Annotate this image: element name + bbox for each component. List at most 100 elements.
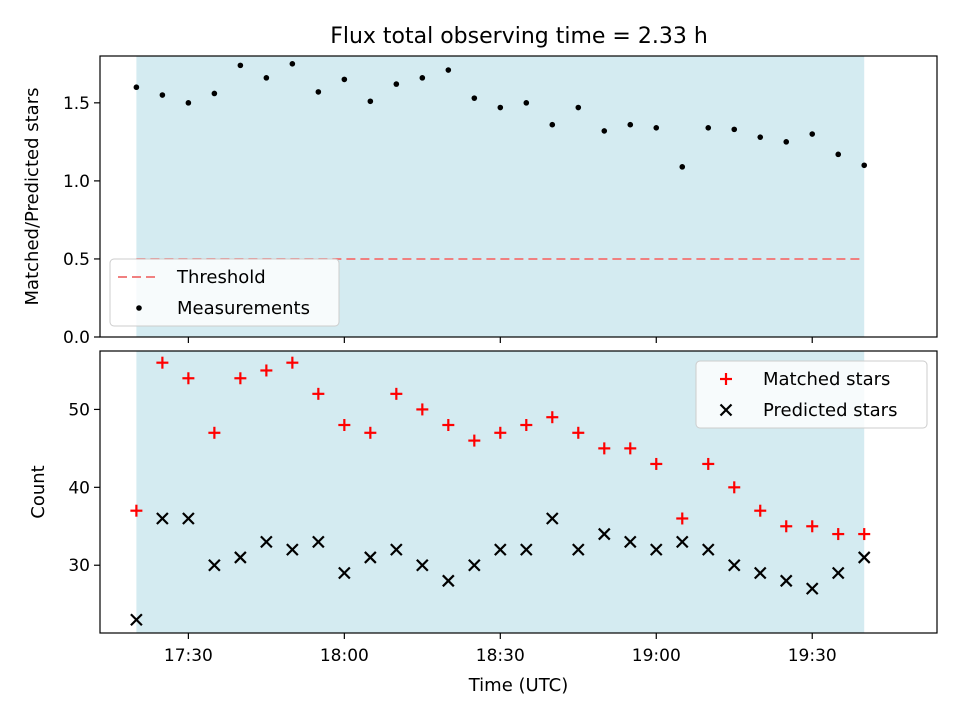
predicted-star-point bbox=[572, 543, 585, 556]
x-tick-label: 18:30 bbox=[476, 646, 525, 666]
predicted-star-point bbox=[208, 558, 221, 572]
predicted-star-point bbox=[805, 582, 819, 595]
measurement-point bbox=[575, 104, 582, 111]
x-tick-label: 19:00 bbox=[632, 646, 681, 666]
measurement-point bbox=[367, 98, 374, 105]
y-tick-label: 50 bbox=[68, 400, 90, 420]
y-tick-label: 0.5 bbox=[63, 250, 90, 270]
legend-measurements-swatch bbox=[136, 305, 142, 311]
matched-star-point bbox=[364, 426, 377, 439]
matched-star-point bbox=[780, 520, 793, 533]
predicted-star-point bbox=[442, 574, 455, 588]
predicted-star-point bbox=[727, 558, 741, 572]
y-tick-label: 0.0 bbox=[63, 328, 90, 348]
predicted-star-point bbox=[623, 535, 637, 549]
matched-star-point bbox=[650, 457, 663, 470]
legend-predicted-label: Predicted stars bbox=[763, 400, 897, 421]
predicted-star-point bbox=[286, 543, 299, 556]
legend-threshold-label: Threshold bbox=[176, 267, 266, 288]
predicted-stars-points bbox=[130, 512, 871, 627]
measurement-point bbox=[471, 95, 478, 101]
predicted-star-point bbox=[701, 543, 715, 556]
predicted-star-point bbox=[182, 512, 195, 525]
measurement-point bbox=[549, 121, 556, 128]
predicted-star-point bbox=[416, 558, 429, 572]
measurement-point bbox=[393, 81, 400, 87]
measurement-point bbox=[705, 125, 712, 131]
predicted-star-point bbox=[494, 543, 507, 556]
legend-x-marker bbox=[719, 403, 733, 417]
y-tick-label: 30 bbox=[68, 556, 90, 576]
matched-star-point bbox=[728, 481, 741, 494]
predicted-star-point bbox=[598, 527, 611, 541]
measurement-point bbox=[835, 151, 842, 158]
matched-star-point bbox=[598, 442, 611, 455]
matched-star-point bbox=[208, 426, 221, 439]
predicted-star-point bbox=[649, 543, 663, 556]
bottom-y-ticks: 30 40 50 bbox=[68, 400, 100, 576]
measurement-point bbox=[809, 131, 816, 137]
measurement-point bbox=[419, 75, 426, 81]
matched-star-point bbox=[832, 528, 845, 541]
measurement-point bbox=[757, 134, 764, 140]
measurement-point bbox=[159, 92, 166, 98]
measurement-point bbox=[861, 162, 868, 169]
matched-star-point bbox=[624, 442, 637, 455]
x-axis-label: Time (UTC) bbox=[468, 675, 569, 696]
measurement-point bbox=[237, 62, 244, 69]
matched-star-point bbox=[416, 403, 429, 416]
ratio-panel: 0.0 0.5 1.0 1.5 Matched/Predicted stars Thr… bbox=[22, 55, 938, 348]
y-tick-label: 1.5 bbox=[63, 94, 90, 114]
bottom-axes-frame bbox=[99, 350, 938, 634]
matched-star-point bbox=[676, 512, 689, 525]
measurement-point bbox=[185, 100, 192, 106]
matched-star-point bbox=[858, 528, 871, 541]
bottom-legend-box bbox=[695, 360, 928, 429]
measurement-point bbox=[341, 76, 348, 83]
matched-star-point bbox=[260, 364, 273, 377]
measurement-point bbox=[523, 100, 530, 106]
count-panel: 30 40 50 17:30 18:00 18:30 19:00 19:30 Count T… bbox=[28, 350, 938, 696]
measurement-point bbox=[133, 84, 140, 91]
predicted-star-point bbox=[520, 543, 533, 556]
measurement-point bbox=[263, 75, 270, 81]
top-legend-box bbox=[109, 258, 340, 327]
y-tick-label: 40 bbox=[68, 478, 90, 498]
matched-star-point bbox=[234, 372, 247, 385]
predicted-star-point bbox=[364, 551, 377, 564]
predicted-star-point bbox=[260, 535, 273, 549]
predicted-star-point bbox=[468, 558, 481, 572]
legend-plus-marker bbox=[720, 373, 732, 385]
bottom-legend: Matched stars Predicted stars bbox=[695, 360, 928, 429]
predicted-star-point bbox=[338, 566, 351, 580]
matched-star-point bbox=[390, 387, 403, 400]
measurement-point bbox=[289, 61, 296, 67]
matched-star-point bbox=[754, 504, 767, 517]
measurement-point bbox=[783, 139, 790, 145]
x-tick-label: 19:30 bbox=[788, 646, 837, 666]
measurement-point bbox=[445, 67, 452, 73]
measurement-point bbox=[627, 121, 634, 128]
bottom-x-ticks: 17:30 18:00 18:30 19:00 19:30 bbox=[164, 633, 837, 666]
predicted-star-point bbox=[675, 535, 689, 549]
x-tick-label: 17:30 bbox=[164, 646, 213, 666]
matched-star-point bbox=[572, 426, 585, 439]
measurement-point bbox=[211, 90, 218, 97]
matched-stars-points bbox=[130, 356, 871, 541]
matched-star-point bbox=[130, 504, 143, 517]
top-x-ticks bbox=[187, 337, 813, 343]
matched-star-point bbox=[338, 419, 351, 432]
matched-star-point bbox=[702, 457, 715, 470]
predicted-star-point bbox=[779, 574, 793, 588]
measurement-points bbox=[133, 61, 868, 170]
top-y-ticks: 0.0 0.5 1.0 1.5 bbox=[63, 94, 100, 348]
matched-star-point bbox=[494, 426, 507, 439]
measurement-point bbox=[679, 164, 686, 170]
matched-star-point bbox=[286, 356, 299, 369]
figure-title: Flux total observing time = 2.33 h bbox=[330, 24, 708, 49]
predicted-star-point bbox=[390, 543, 403, 556]
predicted-star-point bbox=[130, 613, 143, 627]
matched-star-point bbox=[156, 356, 169, 369]
predicted-star-point bbox=[857, 551, 871, 564]
matched-star-point bbox=[806, 520, 819, 533]
